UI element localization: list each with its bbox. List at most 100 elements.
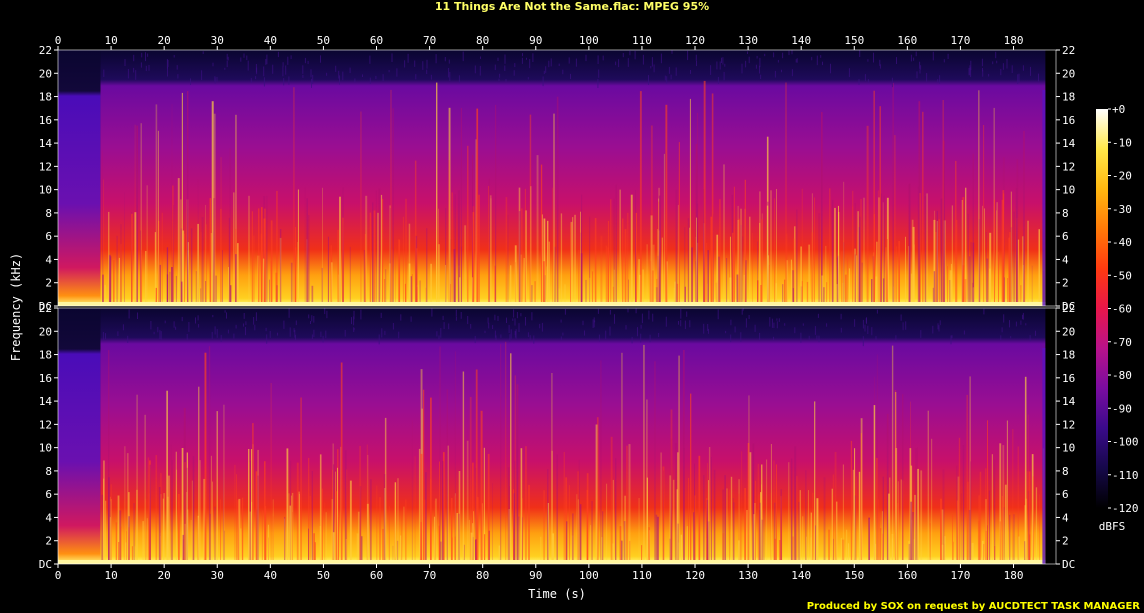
y-tick-label-left: 8 bbox=[45, 207, 52, 220]
transient-streak bbox=[541, 214, 543, 306]
hf-fleck bbox=[919, 61, 921, 69]
transient-streak bbox=[585, 279, 587, 306]
y-tick-label-left: 4 bbox=[45, 511, 52, 524]
hf-fleck bbox=[570, 73, 571, 79]
transient-streak bbox=[941, 509, 944, 564]
hf-fleck bbox=[224, 67, 226, 70]
hf-fleck bbox=[326, 72, 328, 76]
transient-streak bbox=[661, 237, 663, 306]
transient-streak bbox=[964, 279, 967, 306]
transient-streak bbox=[211, 101, 214, 306]
hf-fleck bbox=[404, 60, 406, 68]
hf-fleck bbox=[968, 67, 970, 76]
hf-fleck bbox=[398, 331, 400, 339]
hf-fleck bbox=[497, 57, 499, 61]
transient-streak bbox=[168, 475, 170, 564]
transient-streak bbox=[1013, 514, 1015, 564]
transient-streak bbox=[860, 198, 862, 306]
hf-fleck bbox=[407, 53, 409, 63]
hf-fleck bbox=[915, 51, 917, 57]
transient-streak bbox=[673, 288, 675, 306]
hf-fleck bbox=[597, 308, 599, 314]
x-tick-label-bottom: 170 bbox=[951, 569, 971, 582]
transient-streak bbox=[858, 471, 861, 564]
hf-fleck bbox=[625, 325, 627, 330]
transient-streak bbox=[520, 254, 522, 306]
transient-streak bbox=[140, 249, 143, 306]
y-tick-label-left: 6 bbox=[45, 230, 52, 243]
y-tick-label-right: 18 bbox=[1062, 349, 1075, 362]
transient-streak bbox=[944, 536, 946, 564]
transient-streak bbox=[510, 265, 512, 306]
transient-streak bbox=[942, 100, 944, 306]
transient-streak bbox=[379, 497, 381, 564]
transient-streak bbox=[534, 281, 536, 306]
transient-streak bbox=[985, 530, 987, 564]
transient-streak bbox=[719, 199, 721, 306]
hf-fleck bbox=[388, 70, 390, 73]
transient-streak bbox=[710, 457, 712, 564]
transient-streak bbox=[818, 213, 821, 306]
hf-fleck bbox=[484, 330, 486, 334]
transient-streak bbox=[451, 537, 453, 564]
hf-fleck bbox=[479, 65, 481, 76]
hf-fleck bbox=[302, 74, 304, 78]
transient-streak bbox=[897, 481, 899, 564]
y-tick-label-left: 12 bbox=[39, 160, 52, 173]
transient-streak bbox=[654, 361, 656, 564]
hf-fleck bbox=[288, 76, 290, 85]
transient-streak bbox=[382, 198, 384, 306]
transient-streak bbox=[674, 443, 677, 564]
transient-streak bbox=[833, 538, 834, 564]
transient-streak bbox=[595, 424, 598, 564]
hf-fleck bbox=[339, 75, 340, 85]
transient-streak bbox=[905, 236, 906, 306]
transient-streak bbox=[442, 460, 444, 564]
transient-streak bbox=[694, 495, 696, 564]
transient-streak bbox=[403, 506, 405, 564]
transient-streak bbox=[619, 526, 622, 564]
transient-streak bbox=[996, 202, 998, 306]
transient-streak bbox=[284, 518, 285, 564]
transient-streak bbox=[811, 232, 814, 306]
hf-fleck bbox=[266, 54, 268, 65]
transient-streak bbox=[445, 208, 447, 306]
transient-streak bbox=[495, 104, 497, 307]
transient-streak bbox=[528, 484, 530, 564]
hf-fleck bbox=[127, 69, 129, 79]
transient-streak bbox=[440, 541, 442, 564]
transient-streak bbox=[752, 233, 753, 306]
transient-streak bbox=[910, 501, 913, 564]
transient-streak bbox=[451, 192, 453, 306]
transient-streak bbox=[612, 286, 615, 306]
transient-streak bbox=[205, 205, 206, 306]
hf-fleck bbox=[145, 65, 147, 72]
transient-streak bbox=[624, 495, 626, 564]
hf-fleck bbox=[480, 56, 481, 59]
transient-streak bbox=[882, 202, 884, 306]
transient-streak bbox=[1020, 285, 1022, 306]
transient-streak bbox=[994, 459, 996, 564]
hf-fleck bbox=[382, 74, 384, 82]
hf-fleck bbox=[117, 331, 119, 336]
hf-fleck bbox=[157, 326, 159, 333]
transient-streak bbox=[551, 373, 553, 564]
transient-streak bbox=[763, 510, 765, 564]
transient-streak bbox=[879, 106, 881, 306]
transient-streak bbox=[987, 255, 989, 306]
transient-streak bbox=[105, 500, 107, 564]
transient-streak bbox=[395, 248, 396, 306]
transient-streak bbox=[978, 495, 980, 564]
transient-streak bbox=[843, 181, 845, 306]
transient-streak bbox=[806, 536, 807, 564]
hf-fleck bbox=[864, 74, 866, 82]
transient-streak bbox=[366, 503, 369, 564]
transient-streak bbox=[524, 188, 526, 306]
hf-fleck bbox=[442, 315, 444, 320]
transient-streak bbox=[914, 494, 916, 564]
transient-streak bbox=[570, 221, 573, 306]
transient-streak bbox=[646, 244, 648, 306]
transient-streak bbox=[607, 247, 609, 306]
hf-fleck bbox=[515, 329, 517, 339]
transient-streak bbox=[492, 483, 493, 564]
